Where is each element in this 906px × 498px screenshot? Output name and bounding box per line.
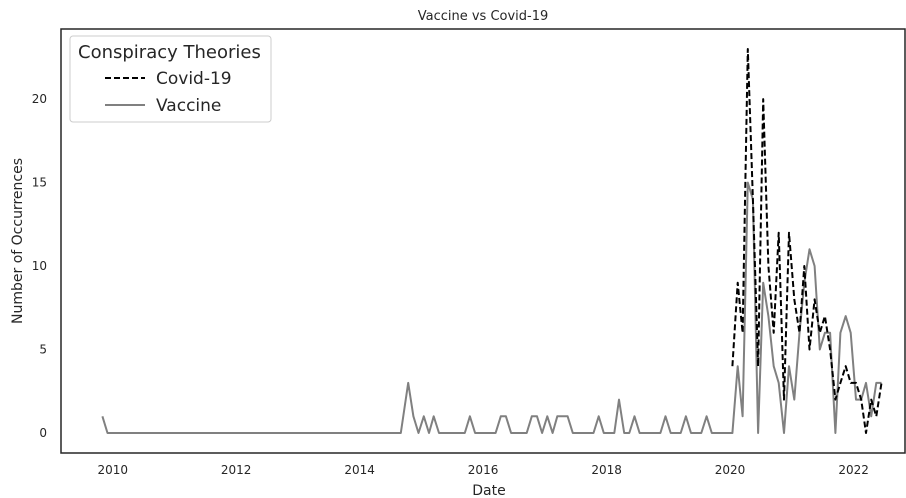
y-axis: 0 5 10 15 20 [32,92,47,440]
y-axis-label: Number of Occurrences [10,158,26,324]
x-tick-label: 2022 [838,463,869,477]
y-tick-label: 20 [32,92,47,106]
y-tick-label: 15 [32,176,47,190]
series-line-covid-19 [731,48,883,434]
x-tick-label: 2010 [97,463,128,477]
x-axis-label: Date [472,483,505,498]
x-tick-label: 2020 [715,463,746,477]
legend: Conspiracy Theories Covid-19 Vaccine [69,35,272,123]
legend-entry-vaccine: Vaccine [156,96,221,116]
legend-box [69,35,272,123]
plot-lines [101,48,883,434]
x-tick-label: 2014 [344,463,375,477]
legend-title: Conspiracy Theories [78,42,261,63]
x-tick-label: 2016 [468,463,499,477]
y-tick-label: 0 [39,426,47,440]
y-tick-label: 10 [32,259,47,273]
chart-title: Vaccine vs Covid-19 [418,9,549,24]
plot-frame [60,28,906,454]
series-line-vaccine [101,181,882,434]
y-tick-label: 5 [39,343,47,357]
legend-entry-covid-19: Covid-19 [156,69,232,89]
x-tick-label: 2018 [591,463,622,477]
x-tick-label: 2012 [221,463,252,477]
x-axis: 2010 2012 2014 2016 2018 2020 2022 [97,463,868,477]
